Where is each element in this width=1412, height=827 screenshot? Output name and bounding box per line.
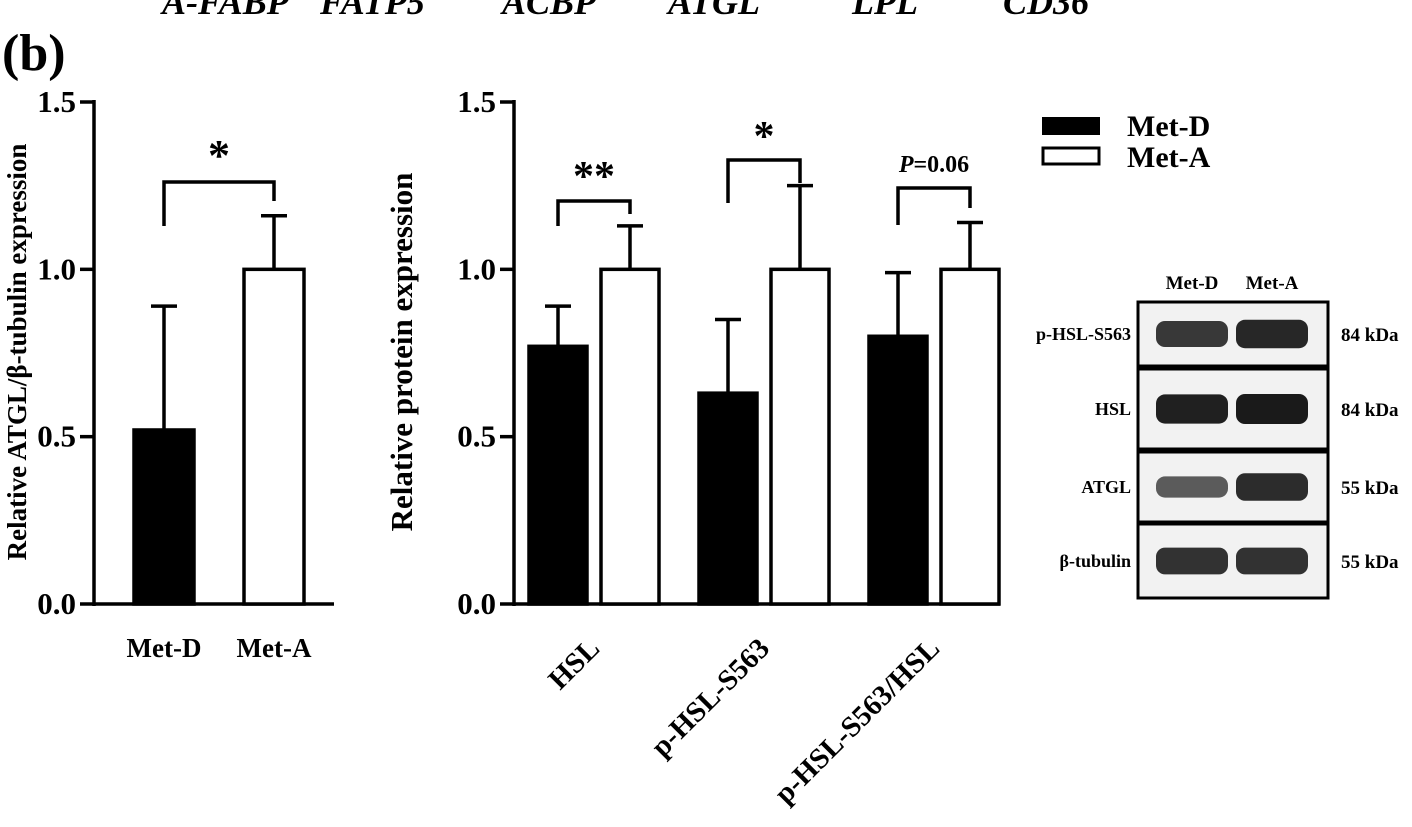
- strip-label: FATP5: [319, 0, 425, 22]
- blot-band: [1236, 547, 1308, 575]
- x-tick-label: HSL: [542, 632, 606, 696]
- lane-label: Met-A: [1246, 273, 1299, 294]
- y-tick-label: 1.0: [37, 251, 76, 286]
- bar: [242, 267, 306, 606]
- significance-bracket: [162, 180, 276, 226]
- legend-label: Met-A: [1127, 141, 1211, 174]
- strip-label: A-FABP: [160, 0, 290, 22]
- protein-label: β-tubulin: [1059, 551, 1131, 571]
- strip-label: ACBP: [500, 0, 597, 22]
- significance-star: **: [573, 154, 615, 200]
- kda-label: 55 kDa: [1341, 478, 1399, 499]
- protein-label: ATGL: [1081, 477, 1131, 497]
- y-tick-label: 1.5: [457, 84, 496, 119]
- blot-band: [1156, 547, 1228, 575]
- significance-bracket: [896, 186, 972, 225]
- kda-label: 55 kDa: [1341, 552, 1399, 573]
- y-tick-label: 1.5: [37, 84, 76, 119]
- protein-label: HSL: [1095, 399, 1131, 419]
- x-tick-label: p-HSL-S563: [645, 632, 776, 763]
- hsl-bar-chart: Relative protein expression 0.0 0.5 1.0 1.5…: [384, 84, 1001, 810]
- blot-band: [1156, 321, 1228, 347]
- significance-star: *: [208, 131, 230, 180]
- y-tick-label: 0.5: [37, 419, 76, 454]
- x-tick-label: Met-D: [127, 633, 202, 663]
- panel-label: (b): [2, 25, 66, 82]
- kda-label: 84 kDa: [1341, 400, 1399, 421]
- bar: [939, 267, 1001, 606]
- strip-label: CD36: [1003, 0, 1089, 22]
- y-axis-label: Relative protein expression: [384, 173, 419, 532]
- significance-bracket: [726, 158, 802, 203]
- y-axis-label: Relative ATGL/β-tubulin expression: [2, 144, 32, 561]
- legend-label: Met-D: [1127, 110, 1210, 143]
- bar: [599, 267, 661, 606]
- p-value: =0.06: [913, 152, 969, 178]
- strip-label: ATGL: [666, 0, 760, 22]
- blot-band: [1236, 473, 1308, 501]
- kda-label: 84 kDa: [1341, 325, 1399, 346]
- y-tick-label: 0.0: [457, 586, 496, 621]
- blot-band: [1156, 476, 1228, 498]
- y-tick-label: 0.0: [37, 586, 76, 621]
- p-value-label: P=0.06: [898, 152, 969, 178]
- legend: Met-D Met-A: [1041, 110, 1211, 174]
- strip-label: LPL: [851, 0, 918, 22]
- protein-label: p-HSL-S563: [1036, 324, 1131, 344]
- significance-bracket: [556, 199, 632, 226]
- bar: [527, 344, 589, 606]
- p-symbol: P: [898, 152, 914, 178]
- bar: [132, 428, 196, 606]
- blot-band: [1236, 319, 1308, 349]
- western-blot: Met-D Met-A p-HSL-S563 84 kDa HSL 84 kDa ATG…: [1036, 273, 1399, 600]
- y-tick-label: 1.0: [457, 251, 496, 286]
- bar: [769, 267, 831, 606]
- legend-swatch-met-d: [1042, 117, 1100, 135]
- x-tick-label: Met-A: [237, 633, 312, 663]
- blot-band: [1236, 394, 1308, 424]
- bar: [697, 391, 759, 606]
- atgl-bar-chart: Relative ATGL/β-tubulin expression 0.0 0.…: [2, 84, 334, 663]
- top-strip-labels: A-FABP FATP5 ACBP ATGL LPL CD36: [160, 0, 1089, 22]
- y-tick-label: 0.5: [457, 419, 496, 454]
- significance-star: *: [754, 114, 775, 160]
- bar: [867, 334, 929, 606]
- x-tick-label: p-HSL-S563/HSL: [768, 632, 946, 810]
- lane-label: Met-D: [1166, 273, 1219, 294]
- blot-band: [1156, 394, 1228, 424]
- legend-swatch-met-a: [1041, 146, 1101, 166]
